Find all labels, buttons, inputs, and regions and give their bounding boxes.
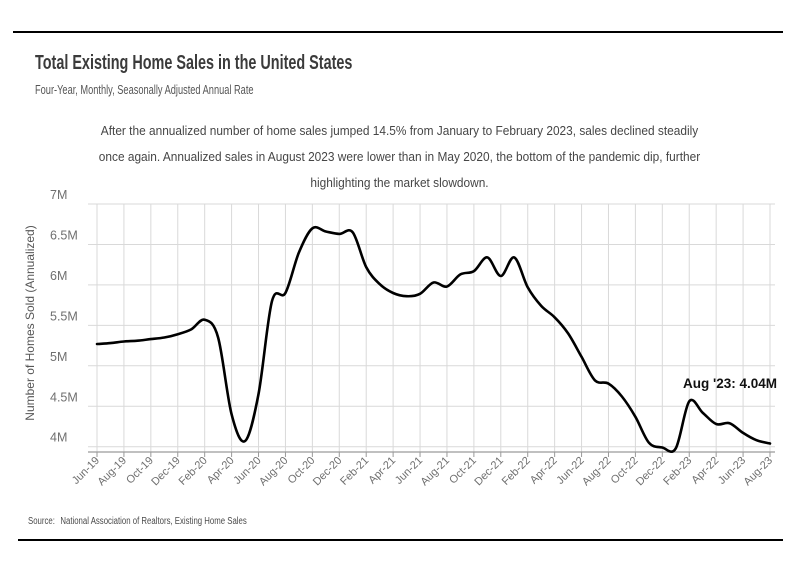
x-tick-label: Apr-20 [205,455,237,487]
y-tick-label: 6.5M [50,228,78,242]
x-tick-label: Dec-20 [311,455,345,489]
x-tick-label: Apr-21 [366,455,398,487]
y-tick-label: 5.5M [50,309,78,323]
x-tick-label: Apr-22 [689,455,721,487]
description-line: After the annualized number of home sale… [100,124,699,138]
x-tick-label: Feb-20 [177,455,210,488]
source-text: National Association of Realtors, Existi… [60,516,247,527]
chart-description: After the annualized number of home sale… [0,118,799,196]
annotation-aug-23-label: Aug '23: 4.04M [683,376,777,391]
chart-title: Total Existing Home Sales in the United … [35,52,353,74]
x-tick-label: Apr-22 [528,455,560,487]
y-tick-label: 5M [50,350,67,364]
description-line: once again. Annualized sales in August 2… [98,150,701,164]
bottom-divider [18,539,783,541]
sales-line [95,225,772,453]
description-line: highlighting the market slowdown. [310,176,489,190]
x-tick-label: Dec-22 [634,455,668,489]
x-tick-label: Feb-23 [661,455,694,488]
x-tick-label: Aug-21 [419,455,453,489]
source-line: Source: National Association of Realtors,… [28,516,247,527]
x-tick-label: Aug-20 [257,455,291,489]
x-tick-label: Feb-22 [500,455,533,488]
x-tick-label: Dec-21 [472,455,506,489]
x-tick-label: Feb-21 [338,455,371,488]
x-tick-label: Dec-19 [149,455,183,489]
y-tick-label: 4M [50,431,67,445]
x-tick-label: Aug-19 [95,455,129,489]
y-tick-label: 4.5M [50,390,78,404]
x-tick-label: Aug-22 [580,455,614,489]
y-tick-label: 6M [50,269,67,283]
source-label: Source: [28,516,55,527]
y-tick-label: 7M [50,188,67,202]
top-divider [13,31,783,33]
chart-subtitle: Four-Year, Monthly, Seasonally Adjusted … [35,83,254,97]
x-tick-label: Aug-23 [742,455,776,489]
